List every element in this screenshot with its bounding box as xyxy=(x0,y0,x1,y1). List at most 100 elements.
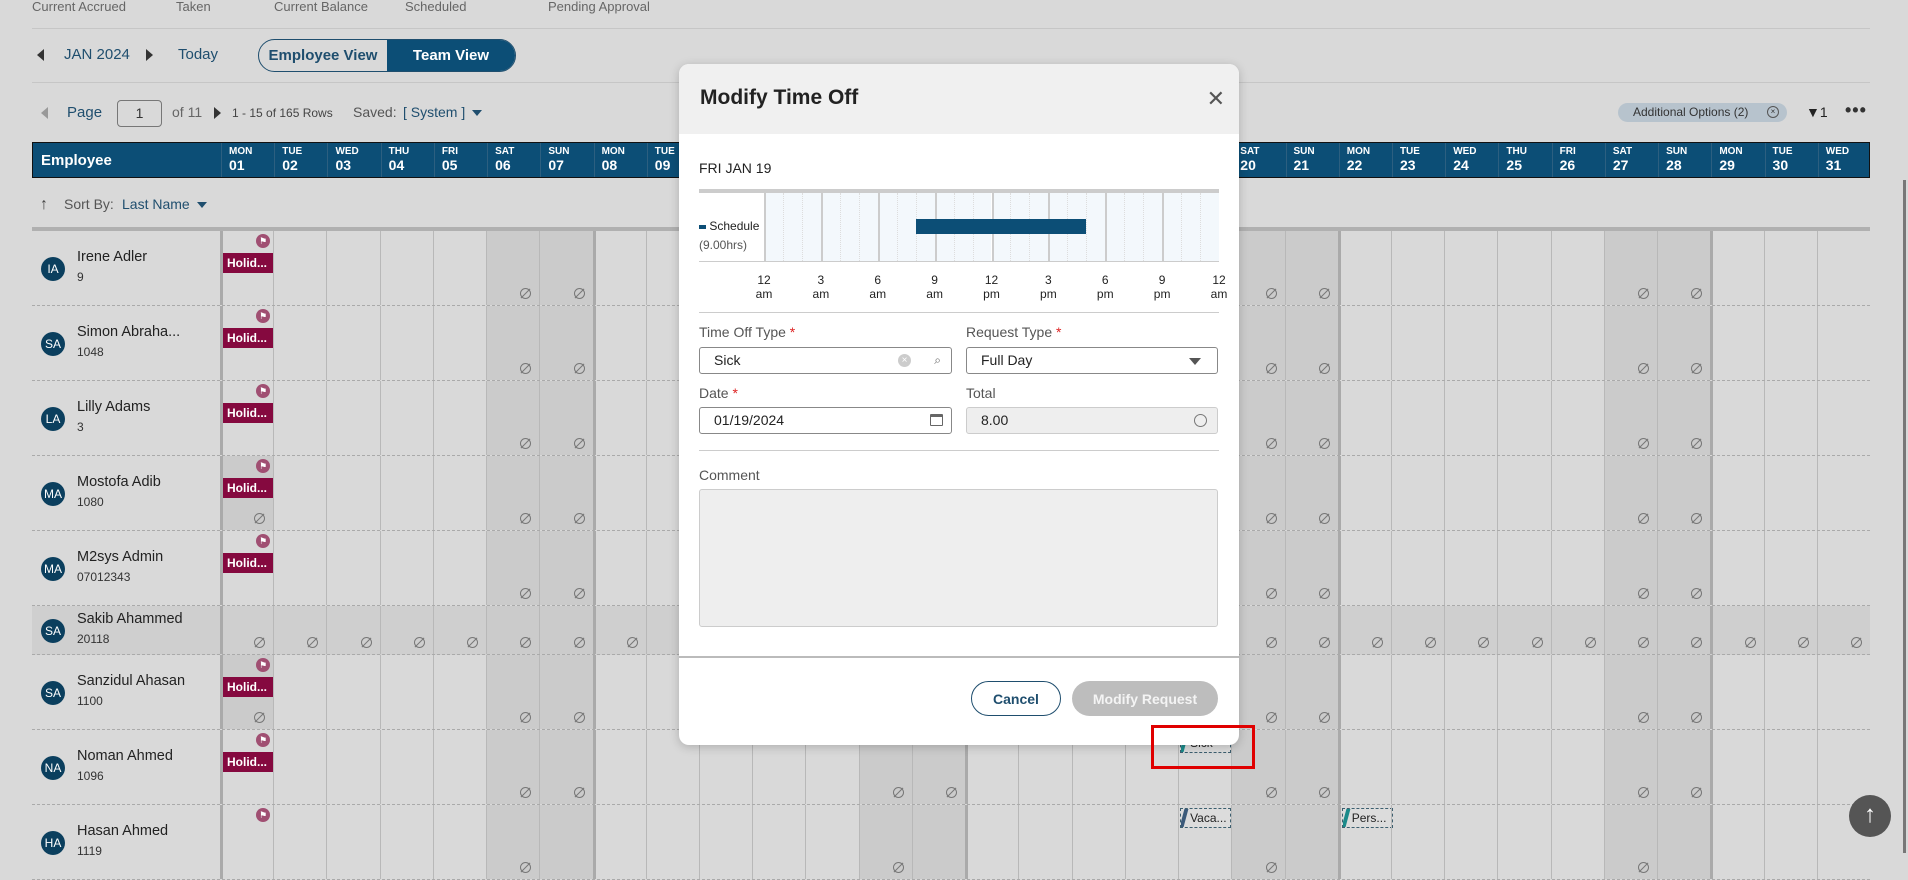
saved-view-dropdown[interactable]: [ System ] xyxy=(403,104,466,120)
day-cell[interactable] xyxy=(1657,805,1711,879)
day-cell[interactable] xyxy=(432,456,486,530)
holiday-badge[interactable]: Holid... xyxy=(223,752,274,772)
day-cell[interactable] xyxy=(1018,730,1071,804)
day-cell[interactable] xyxy=(379,655,433,729)
caret-down-icon[interactable] xyxy=(472,110,482,116)
day-cell[interactable] xyxy=(1550,730,1604,804)
day-cell[interactable] xyxy=(1444,730,1497,804)
day-cell[interactable] xyxy=(273,381,326,455)
day-cell[interactable] xyxy=(1337,606,1391,654)
day-cell[interactable] xyxy=(1444,805,1497,879)
day-cell[interactable] xyxy=(326,655,379,729)
day-cell[interactable] xyxy=(1284,655,1338,729)
day-cell[interactable] xyxy=(1444,531,1497,605)
day-cell[interactable] xyxy=(1284,306,1338,380)
time-off-type-input[interactable]: Sick × ⌕ xyxy=(699,347,952,374)
day-header-21[interactable]: SUN 21 xyxy=(1285,143,1339,177)
day-cell[interactable] xyxy=(486,730,540,804)
day-cell[interactable] xyxy=(699,805,752,879)
day-cell[interactable] xyxy=(1497,655,1550,729)
day-cell[interactable] xyxy=(539,730,593,804)
day-cell[interactable] xyxy=(432,231,486,305)
day-header-08[interactable]: MON 08 xyxy=(593,143,647,177)
day-cell[interactable] xyxy=(1603,231,1658,305)
day-cell[interactable] xyxy=(379,381,433,455)
day-cell[interactable] xyxy=(645,231,699,305)
employee-cell[interactable]: IA Irene Adler 9 xyxy=(32,231,220,305)
day-cell[interactable] xyxy=(273,231,326,305)
day-cell[interactable] xyxy=(326,306,379,380)
day-cell[interactable] xyxy=(1337,306,1391,380)
day-cell[interactable]: ⚑ Holid... xyxy=(220,456,274,530)
day-cell[interactable] xyxy=(1816,730,1870,804)
day-cell[interactable] xyxy=(1497,381,1550,455)
day-cell[interactable] xyxy=(273,606,326,654)
day-cell[interactable] xyxy=(1231,531,1285,605)
day-cell[interactable] xyxy=(1657,606,1711,654)
day-cell[interactable] xyxy=(1231,805,1285,879)
day-cell[interactable] xyxy=(752,730,805,804)
day-cell[interactable] xyxy=(1337,655,1391,729)
day-cell[interactable] xyxy=(432,730,486,804)
day-cell[interactable] xyxy=(1497,730,1550,804)
day-cell[interactable] xyxy=(539,805,593,879)
day-cell[interactable] xyxy=(1657,306,1711,380)
day-cell[interactable] xyxy=(539,531,593,605)
day-header-26[interactable]: FRI 26 xyxy=(1551,143,1605,177)
day-cell[interactable] xyxy=(592,531,646,605)
day-cell[interactable] xyxy=(1657,231,1711,305)
day-cell[interactable] xyxy=(379,606,433,654)
day-header-22[interactable]: MON 22 xyxy=(1338,143,1392,177)
day-cell[interactable] xyxy=(432,655,486,729)
day-cell[interactable] xyxy=(326,531,379,605)
day-cell[interactable] xyxy=(1550,531,1604,605)
employee-name[interactable]: Mostofa Adib xyxy=(77,473,161,490)
day-cell[interactable] xyxy=(273,456,326,530)
day-cell[interactable] xyxy=(432,531,486,605)
employee-name[interactable]: Sakib Ahammed xyxy=(77,610,183,627)
day-cell[interactable] xyxy=(1390,606,1444,654)
employee-cell[interactable]: MA M2sys Admin 07012343 xyxy=(32,531,220,605)
day-cell[interactable]: ⚑ Holid... xyxy=(220,531,274,605)
day-cell[interactable] xyxy=(1337,381,1391,455)
day-cell[interactable]: ⚑ Holid... xyxy=(220,231,274,305)
day-cell[interactable] xyxy=(273,730,326,804)
day-cell[interactable] xyxy=(1710,306,1763,380)
day-cell[interactable] xyxy=(1497,306,1550,380)
day-cell[interactable] xyxy=(1284,381,1338,455)
day-cell[interactable] xyxy=(539,231,593,305)
day-cell[interactable] xyxy=(1710,805,1763,879)
day-header-23[interactable]: TUE 23 xyxy=(1391,143,1445,177)
day-cell[interactable] xyxy=(1231,231,1285,305)
day-cell[interactable] xyxy=(1497,606,1550,654)
day-cell[interactable] xyxy=(1444,306,1497,380)
day-cell[interactable] xyxy=(1763,805,1817,879)
day-header-29[interactable]: MON 29 xyxy=(1711,143,1764,177)
lookup-icon[interactable]: ⌕ xyxy=(934,353,941,367)
day-cell[interactable] xyxy=(645,655,699,729)
day-cell[interactable] xyxy=(432,805,486,879)
day-cell[interactable] xyxy=(1284,805,1338,879)
day-cell[interactable] xyxy=(1444,456,1497,530)
vertical-scrollbar[interactable] xyxy=(1903,180,1906,853)
day-cell[interactable] xyxy=(379,231,433,305)
employee-name[interactable]: Simon Abraha... xyxy=(77,323,181,340)
team-view-button[interactable]: Team View xyxy=(387,40,515,71)
calendar-icon[interactable] xyxy=(930,414,943,426)
day-cell[interactable] xyxy=(1816,306,1870,380)
day-cell[interactable] xyxy=(432,306,486,380)
day-cell[interactable] xyxy=(965,730,1018,804)
day-cell[interactable] xyxy=(539,655,593,729)
day-cell[interactable]: ⚑ Holid... xyxy=(220,655,274,729)
day-cell[interactable] xyxy=(1284,730,1338,804)
day-cell[interactable] xyxy=(645,456,699,530)
day-cell[interactable] xyxy=(379,730,433,804)
holiday-badge[interactable]: Holid... xyxy=(223,478,274,498)
day-cell[interactable] xyxy=(1657,531,1711,605)
day-cell[interactable] xyxy=(1816,531,1870,605)
day-cell[interactable] xyxy=(1284,456,1338,530)
day-cell[interactable] xyxy=(592,231,646,305)
holiday-badge[interactable]: Holid... xyxy=(223,403,274,423)
day-cell[interactable] xyxy=(326,730,379,804)
day-cell[interactable] xyxy=(1231,655,1285,729)
